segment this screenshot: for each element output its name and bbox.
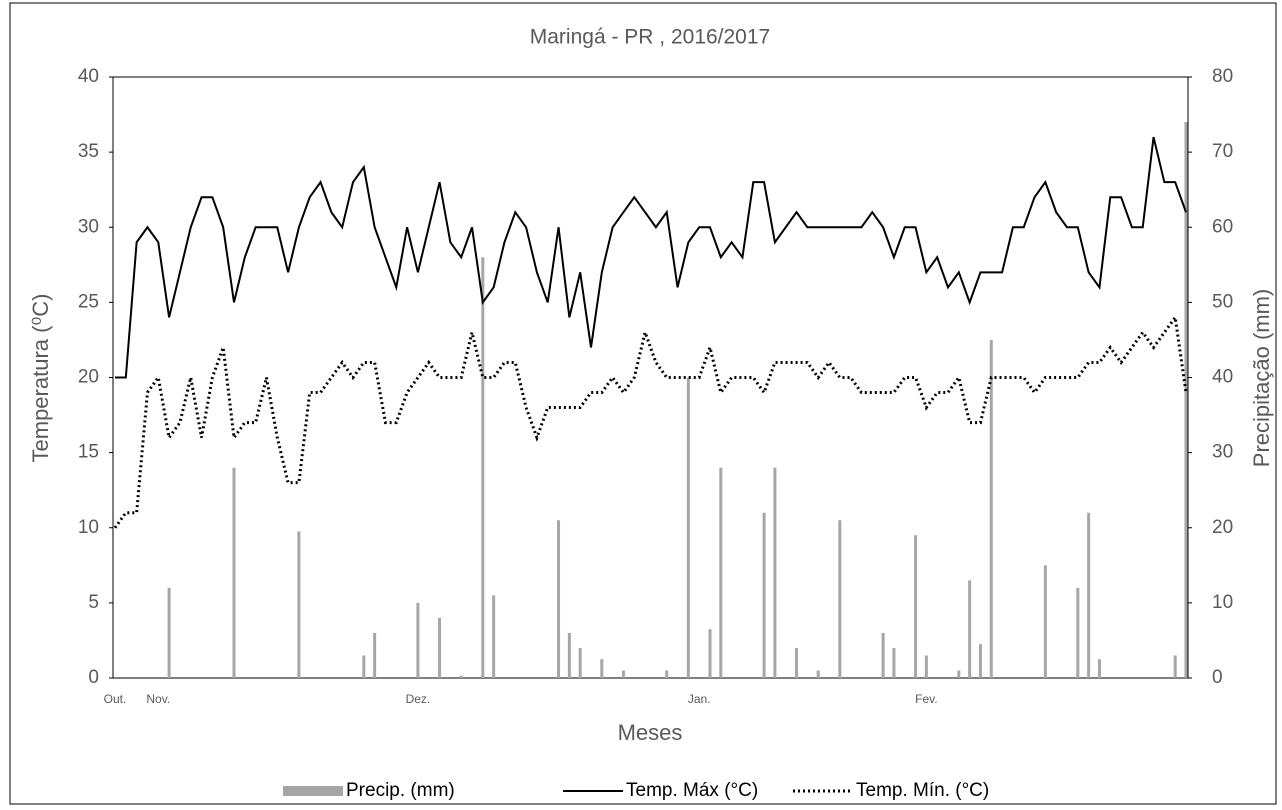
y-axis-label: Temperatura (⁰C) [28,294,53,463]
bar [795,647,799,678]
x-tick-label: Nov. [146,692,170,706]
bar [1173,655,1177,678]
y2-tick-label: 30 [1212,442,1233,463]
y-tick-label: 35 [78,141,99,162]
bar [167,587,171,678]
bar [989,339,993,678]
bar [816,670,820,678]
y-tick-label: 20 [78,367,99,388]
y-tick-label: 5 [88,592,99,613]
bar [968,580,972,678]
bar [492,595,496,678]
bar [665,670,669,678]
x-tick-label: Dez. [406,692,431,706]
bar [297,531,301,678]
bar [438,617,442,678]
y-tick-label: 0 [88,667,99,688]
bar [600,659,604,678]
bar [686,377,690,678]
bar [578,647,582,678]
bar [892,647,896,678]
legend-label: Temp. Mín. (°C) [856,780,989,801]
bar [838,520,842,678]
y-tick-label: 25 [78,291,99,312]
y2-tick-label: 10 [1212,592,1233,613]
bar [881,632,885,678]
bar [719,467,723,678]
bar [1043,565,1047,678]
y-tick-label: 10 [78,517,99,538]
bar [481,257,485,678]
bar [914,535,918,678]
chart-title: Maringá - PR , 2016/2017 [530,26,770,49]
y-tick-label: 15 [78,442,99,463]
legend-label: Temp. Máx (°C) [626,780,758,801]
y2-tick-label: 40 [1212,367,1233,388]
y-tick-label: 40 [78,66,99,87]
legend-swatch [283,786,343,796]
y2-tick-label: 80 [1212,66,1233,87]
bar [773,467,777,678]
y-tick-label: 30 [78,216,99,237]
bar [1184,122,1188,678]
bar [978,644,982,678]
bar [1097,659,1101,678]
x-tick-label: Out. [104,692,127,706]
y2-axis-label: Precipitação (mm) [1249,289,1274,467]
bar [557,520,561,678]
bar [621,670,625,678]
bar [957,670,961,678]
bar [416,602,420,678]
bar [762,512,766,678]
y2-tick-label: 20 [1212,517,1233,538]
y2-tick-label: 60 [1212,216,1233,237]
bar [373,632,377,678]
y2-tick-label: 50 [1212,291,1233,312]
x-axis-label: Meses [618,720,683,745]
x-tick-label: Fev. [915,692,937,706]
legend-label: Precip. (mm) [346,780,455,801]
chart-frame [9,2,1277,805]
line [115,136,1187,379]
bar [459,675,463,678]
y2-tick-label: 0 [1212,667,1223,688]
bar [232,467,236,678]
bar [1076,587,1080,678]
bar [708,629,712,678]
bar [1087,512,1091,678]
bar [567,632,571,678]
y2-tick-label: 70 [1212,141,1233,162]
bar [924,655,928,678]
bar [362,655,366,678]
x-tick-label: Jan. [688,692,711,706]
